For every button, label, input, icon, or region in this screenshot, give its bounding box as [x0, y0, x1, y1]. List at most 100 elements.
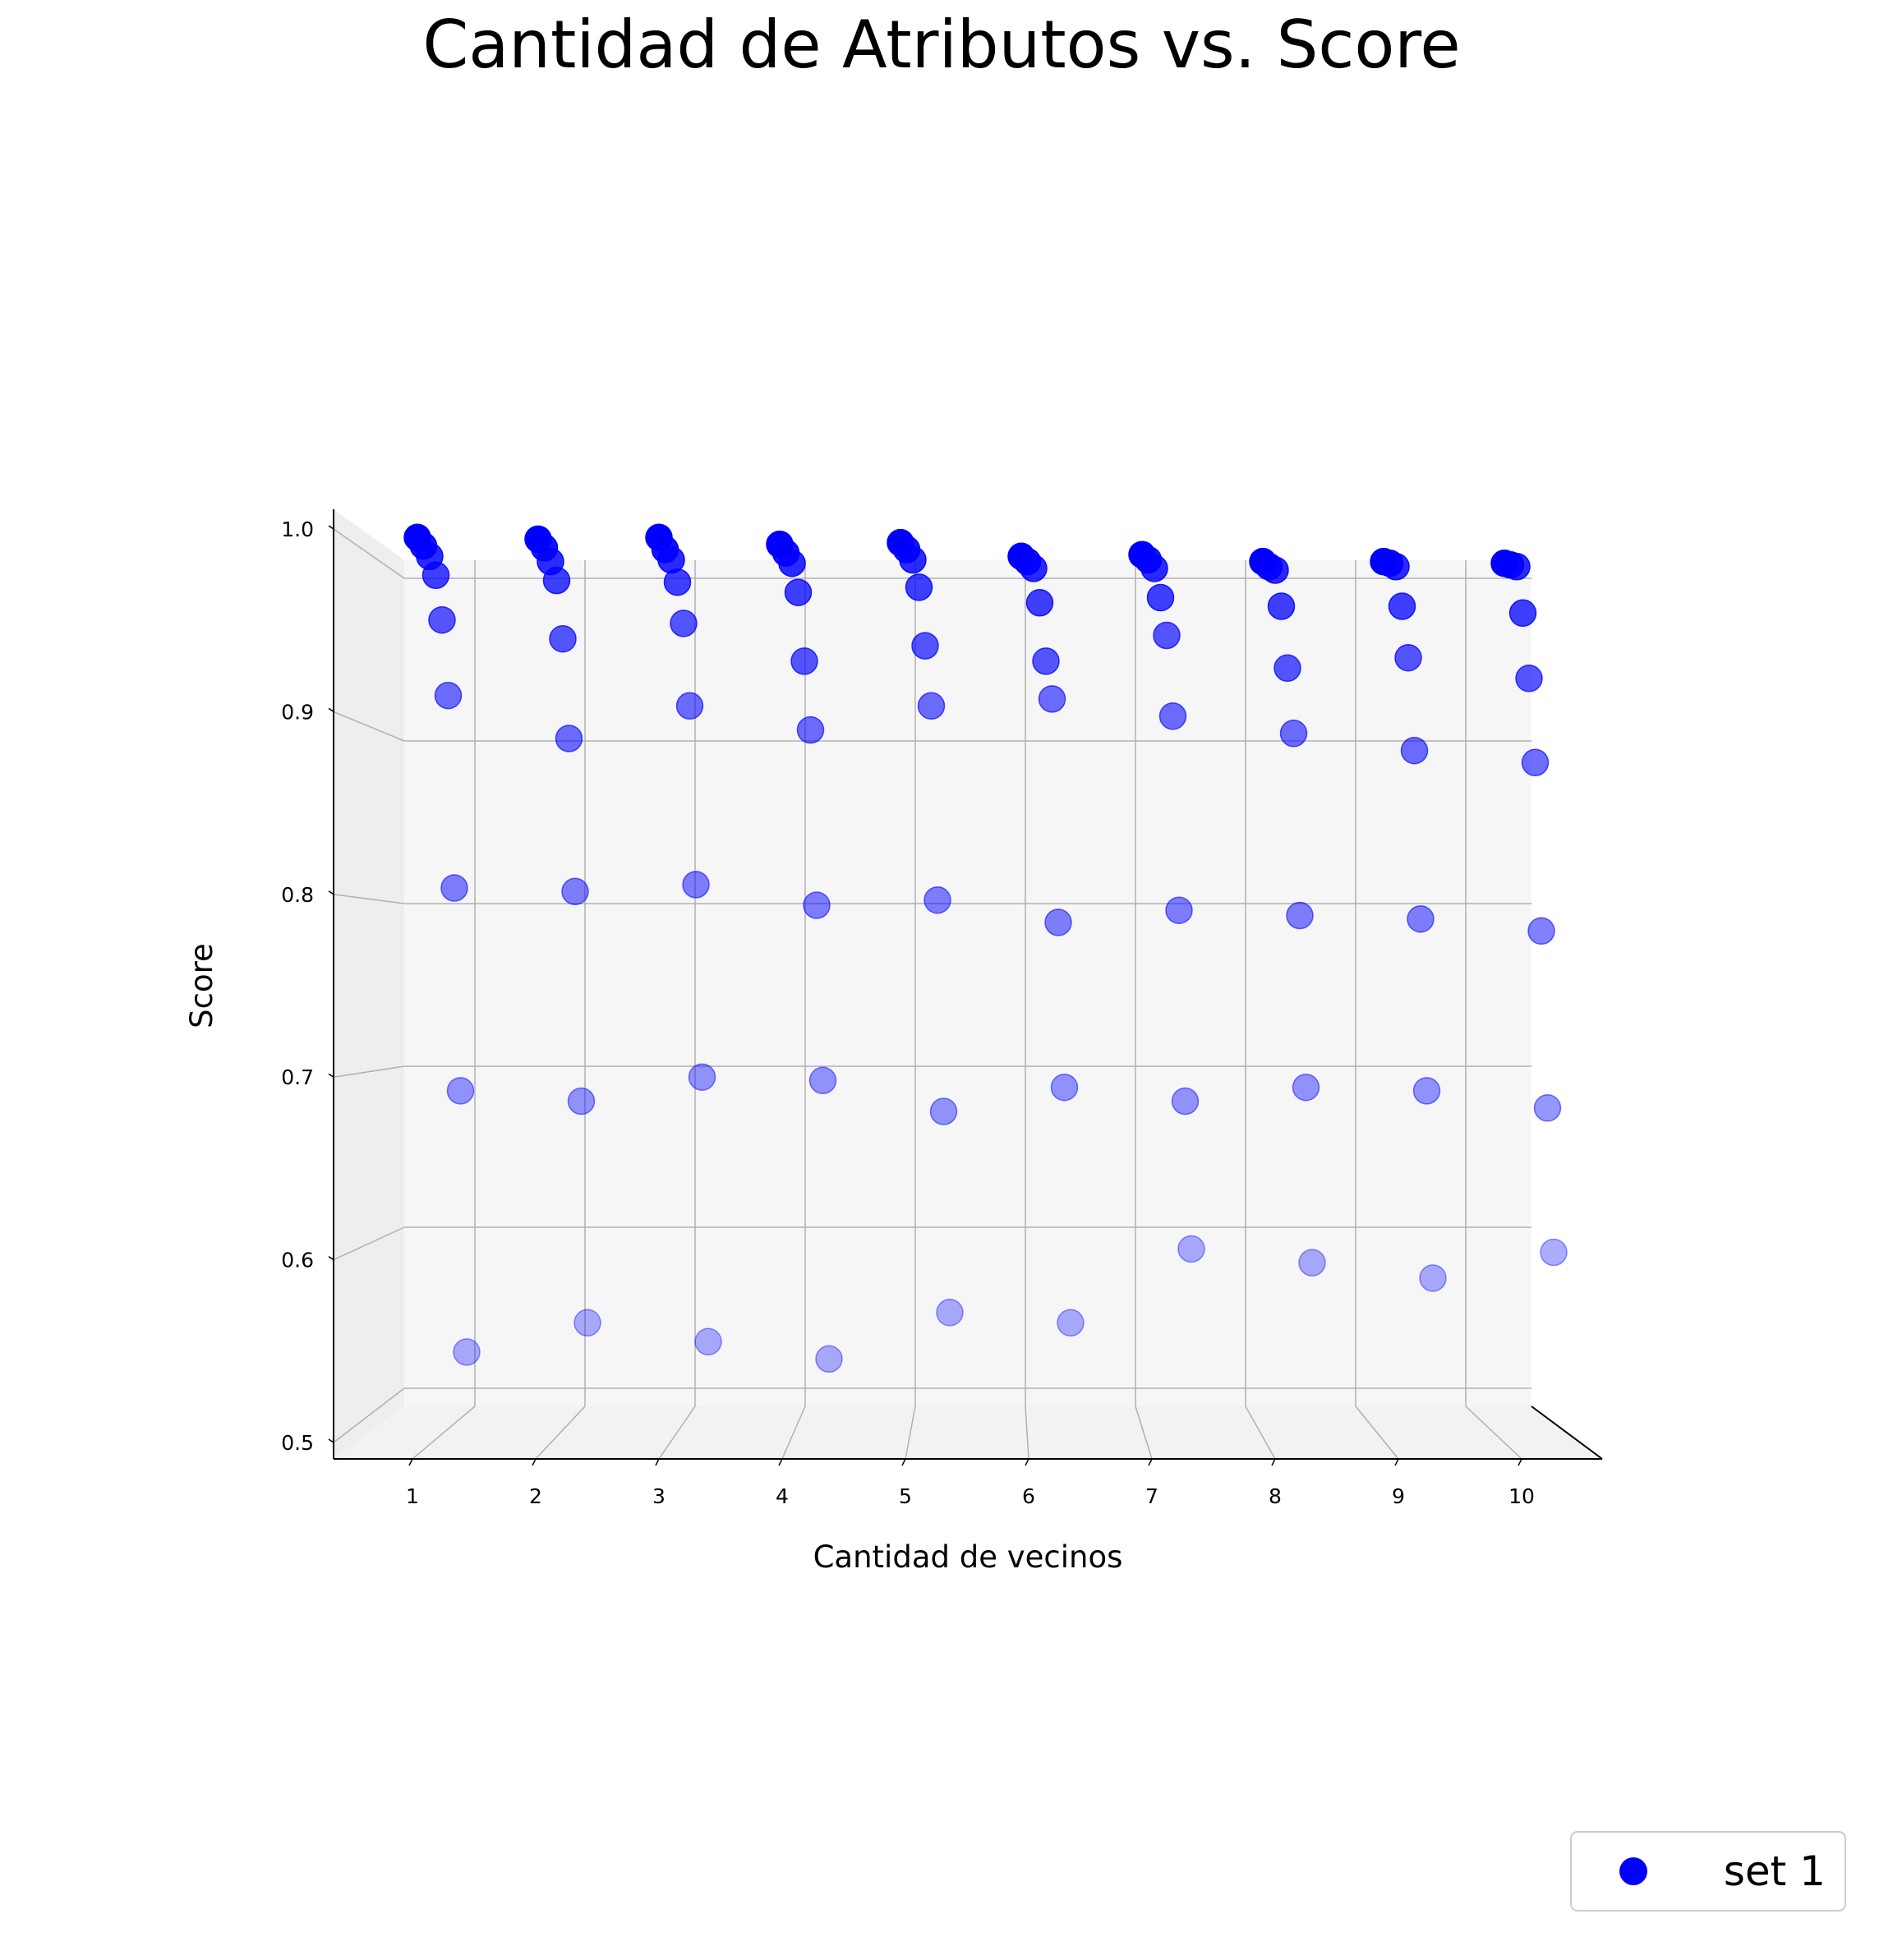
data-point — [446, 1077, 475, 1105]
y-tick-mark — [328, 1438, 334, 1443]
x-tick-label: 4 — [776, 1484, 789, 1508]
data-point — [1400, 736, 1429, 765]
data-point — [905, 573, 933, 601]
data-point — [1057, 1309, 1085, 1337]
y-tick-mark — [328, 1073, 334, 1078]
x-tick-label: 1 — [406, 1484, 419, 1508]
data-point — [1292, 1073, 1320, 1102]
data-point — [1279, 720, 1308, 748]
data-point — [573, 1309, 601, 1337]
data-point — [1146, 583, 1175, 612]
axes — [333, 509, 1603, 1460]
grid-line-floor — [905, 1406, 916, 1460]
data-point — [815, 1345, 843, 1373]
data-point — [1533, 1094, 1562, 1122]
grid-line-floor — [535, 1406, 586, 1460]
data-point — [796, 715, 825, 744]
data-point — [453, 1338, 481, 1366]
data-point — [784, 578, 813, 606]
y-tick-label: 0.6 — [281, 1249, 314, 1272]
x-tick-mark — [1394, 1458, 1399, 1466]
data-point — [887, 528, 914, 557]
data-point — [1394, 643, 1422, 672]
data-point — [1038, 685, 1066, 713]
x-tick-mark — [655, 1458, 660, 1466]
grid-lines — [333, 528, 1531, 1460]
tick-labels: 1 2 3 4 5 6 7 8 9 10 0.5 0.6 0.7 0.8 0.9 1.0 — [281, 518, 1535, 1508]
x-tick-label: 9 — [1392, 1484, 1405, 1508]
data-point — [1032, 647, 1060, 675]
y-tick-mark — [328, 890, 334, 895]
data-point — [1508, 599, 1537, 628]
x-tick-mark — [408, 1458, 413, 1466]
data-point — [675, 692, 704, 720]
data-point — [1490, 549, 1518, 577]
data-point — [1521, 748, 1550, 777]
data-point — [1153, 621, 1181, 650]
y-tick-mark — [328, 707, 334, 713]
data-point — [1515, 665, 1543, 692]
x-tick-label: 10 — [1508, 1484, 1535, 1508]
y-tick-label: 0.9 — [281, 700, 314, 724]
grid-line-floor — [1245, 1406, 1276, 1460]
data-point — [682, 871, 710, 899]
x-tick-label: 6 — [1022, 1484, 1035, 1508]
chart-title: Cantidad de Atributos vs. Score — [422, 7, 1460, 83]
data-point — [1267, 592, 1296, 620]
x-tick-mark — [1271, 1458, 1276, 1466]
y-tick-label: 0.7 — [281, 1065, 314, 1089]
grid-line-floor — [658, 1406, 696, 1460]
data-point — [1274, 654, 1301, 683]
data-point — [524, 525, 552, 554]
data-point — [1407, 904, 1435, 933]
data-point — [1128, 541, 1156, 568]
grid-line-floor — [1135, 1406, 1153, 1460]
data-point — [1165, 896, 1193, 924]
data-point — [766, 530, 794, 559]
legend-marker — [1619, 1857, 1647, 1885]
back-pane — [404, 560, 1531, 1406]
grid-line-floor — [1025, 1406, 1029, 1460]
floor-pane — [334, 1406, 1602, 1459]
data-point — [929, 1097, 958, 1125]
chart-panes — [334, 509, 1602, 1459]
y-tick-label: 0.8 — [281, 883, 314, 907]
data-point — [1171, 1087, 1200, 1116]
data-point — [1007, 542, 1035, 571]
data-point — [936, 1299, 964, 1327]
grid-line-side — [333, 528, 405, 579]
data-point — [1540, 1238, 1568, 1267]
grid-line-floor — [1465, 1406, 1522, 1460]
y-tick-mark — [328, 525, 334, 530]
data-point — [670, 610, 698, 637]
left-pane — [334, 509, 404, 1459]
data-point — [688, 1063, 716, 1091]
data-point — [917, 692, 946, 720]
data-point — [1388, 592, 1416, 620]
grid-line-floor — [781, 1406, 806, 1460]
y-axis-label: Score — [184, 943, 219, 1028]
x-tick-mark — [532, 1458, 537, 1466]
grid-line-floor — [1355, 1406, 1399, 1460]
x-tick-label: 3 — [652, 1484, 666, 1508]
data-point — [645, 523, 673, 552]
data-point — [1158, 702, 1187, 730]
data-point — [567, 1087, 596, 1116]
grid-line-side — [333, 1226, 405, 1261]
x-tick-mark — [1518, 1458, 1522, 1466]
x-tick-mark — [1148, 1458, 1153, 1466]
legend-label: set 1 — [1724, 1847, 1826, 1895]
data-point — [428, 605, 456, 634]
data-point — [1286, 901, 1314, 930]
y-tick-mark — [328, 1255, 334, 1261]
x-tick-label: 7 — [1145, 1484, 1158, 1508]
data-point — [555, 725, 583, 752]
data-point — [549, 624, 577, 653]
data-point — [1025, 589, 1054, 617]
x-tick-label: 2 — [529, 1484, 542, 1508]
data-point — [923, 886, 951, 914]
grid-line-side — [333, 894, 405, 904]
data-point — [434, 681, 463, 710]
data-point — [561, 877, 589, 905]
